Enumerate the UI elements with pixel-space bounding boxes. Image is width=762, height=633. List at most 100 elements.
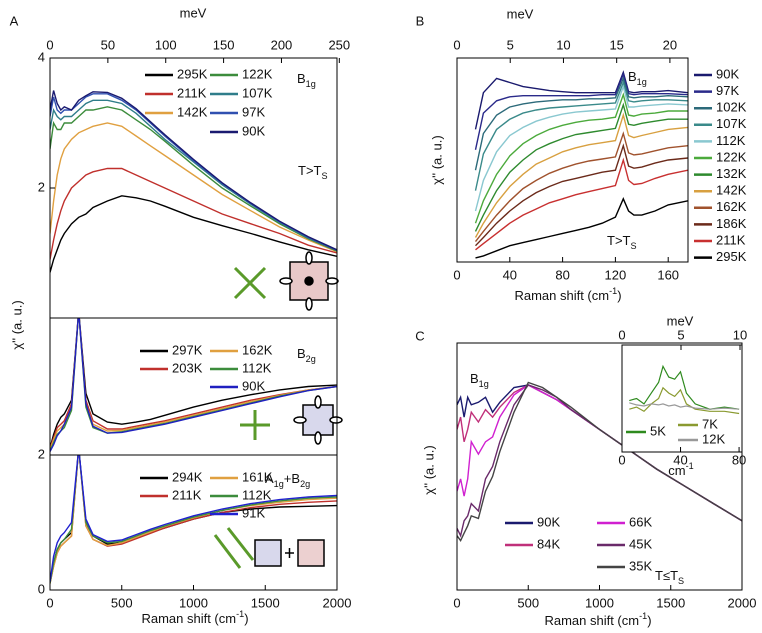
orbital-ellipse	[305, 251, 313, 265]
series-line	[474, 92, 688, 224]
text-segment: S	[630, 241, 636, 251]
text-segment: S	[678, 576, 684, 586]
annotation: B1g	[297, 71, 316, 89]
x2-tick-label: 150	[213, 37, 235, 52]
annotation: T≤TS	[655, 568, 684, 586]
x-label: Raman shift (cm-1)	[544, 611, 651, 628]
orbital-square	[302, 404, 334, 436]
legend-label: 162K	[242, 342, 273, 357]
series-line	[50, 90, 337, 251]
legend-label: 203K	[172, 360, 203, 375]
x-label: Raman shift (cm-1)	[514, 286, 621, 303]
text-segment: Raman shift (cm	[514, 288, 609, 303]
legend-label: 97K	[242, 104, 265, 119]
series-line	[474, 131, 688, 243]
text-segment: B	[297, 71, 306, 86]
orbital-square	[297, 539, 325, 567]
text-segment: )	[617, 288, 621, 303]
x-tick-label: 80	[555, 267, 569, 282]
legend-label: 295K	[177, 66, 208, 81]
series-line	[50, 318, 337, 449]
x2-tick-label: 50	[101, 37, 115, 52]
y-label: χ'' (a. u.)	[9, 300, 24, 349]
x-tick-label: 1000	[585, 595, 614, 610]
y-tick-label: 2	[38, 179, 45, 194]
series-line	[474, 143, 688, 247]
x-tick-label: 1000	[179, 595, 208, 610]
x2-tick-label: 0	[453, 37, 460, 52]
legend-label: 295K	[716, 249, 747, 264]
text-segment: -1	[236, 609, 244, 619]
text-segment: -1	[639, 611, 647, 621]
orbital-dot	[304, 276, 314, 286]
legend-label: 107K	[242, 85, 273, 100]
legend-label: 112K	[242, 360, 272, 375]
legend-label: 90K	[716, 66, 739, 81]
legend-label: 132K	[716, 166, 747, 181]
x-top-label: meV	[667, 313, 694, 328]
text-segment: B	[297, 346, 306, 361]
x-tick-label: 0	[453, 267, 460, 282]
x-label: Raman shift (cm-1)	[141, 609, 248, 626]
series-line	[50, 122, 337, 253]
legend-label: 211K	[172, 487, 202, 502]
x-tick-label: 0	[453, 595, 460, 610]
legend-label: 102K	[716, 100, 747, 115]
legend-label: 211K	[177, 85, 207, 100]
legend-label: 97K	[716, 83, 739, 98]
y-tick-label: 2	[38, 446, 45, 461]
orbital-ellipse	[279, 277, 293, 285]
y-tick-label: 0	[38, 581, 45, 596]
text-segment: 1g	[274, 479, 284, 489]
orbital-ellipse	[314, 395, 322, 409]
series-line	[474, 72, 688, 150]
x-tick-label: 0	[618, 452, 625, 467]
x-tick-label: 80	[732, 452, 746, 467]
legend-label: 294K	[172, 469, 203, 484]
x2-tick-label: 250	[328, 37, 350, 52]
text-segment: T>T	[298, 163, 322, 178]
text-segment: S	[321, 171, 327, 181]
orbital-ellipse	[314, 431, 322, 445]
legend-label: 107K	[716, 116, 747, 131]
series-line	[50, 106, 337, 252]
x2-tick-label: 0	[618, 327, 625, 342]
annotation: B2g	[297, 346, 316, 364]
legend-label: 90K	[537, 514, 560, 529]
x2-tick-label: 20	[663, 37, 677, 52]
legend-label: 112K	[242, 487, 272, 502]
annotation: T>TS	[298, 163, 328, 181]
text-segment: -1	[609, 286, 617, 296]
series-line	[50, 318, 337, 452]
x-tick-label: 500	[111, 595, 133, 610]
legend-label: 161K	[242, 469, 273, 484]
x-tick-label: 2000	[728, 595, 757, 610]
panel-label: B	[416, 13, 425, 28]
legend-label: 122K	[716, 149, 747, 164]
legend-label: 90K	[242, 378, 265, 393]
series-line	[50, 455, 337, 584]
legend-label: 142K	[716, 183, 747, 198]
y-label: χ'' (a. u.)	[421, 445, 436, 494]
legend-label: 84K	[537, 536, 560, 551]
legend-label: 35K	[629, 558, 652, 573]
x-top-label: meV	[507, 6, 534, 21]
text-segment: 1g	[306, 79, 316, 89]
series-line	[50, 455, 337, 582]
x-tick-label: 2000	[323, 595, 352, 610]
x-tick-label: 160	[657, 267, 679, 282]
x-tick-label: 1500	[656, 595, 685, 610]
series-line	[474, 112, 688, 238]
text-segment: T>T	[607, 233, 631, 248]
x-tick-label: 1500	[251, 595, 280, 610]
x2-tick-label: 100	[155, 37, 177, 52]
x2-tick-label: 15	[609, 37, 623, 52]
series-line	[50, 318, 337, 449]
legend-label: 12K	[702, 431, 725, 446]
x2-tick-label: 10	[556, 37, 570, 52]
arrow	[213, 534, 242, 569]
text-segment: cm	[668, 463, 685, 478]
legend-label: 211K	[716, 232, 746, 247]
orbital-icons	[254, 251, 343, 567]
